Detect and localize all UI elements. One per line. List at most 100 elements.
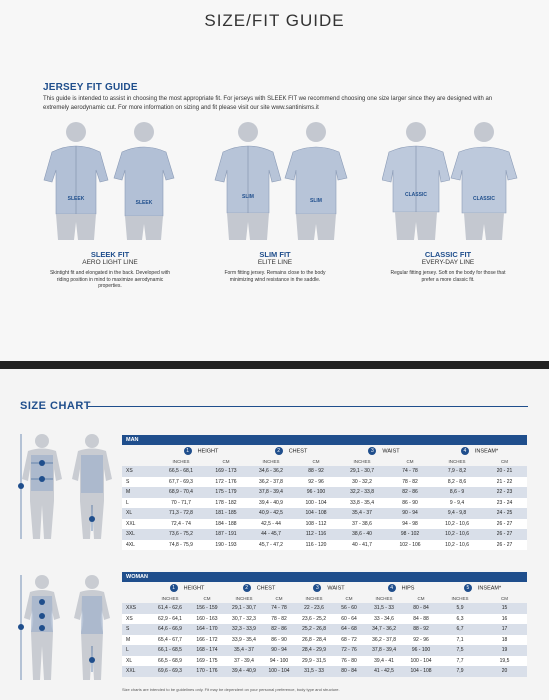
size-value-cell: 172 - 176	[206, 476, 246, 487]
size-value-cell: 37 - 38,6	[336, 518, 389, 529]
classic-fit-desc: Regular fitting jersey. Soft on the body…	[390, 270, 506, 283]
size-label-cell: M	[122, 487, 156, 498]
size-value-cell: 116 - 120	[296, 539, 337, 550]
size-value-cell: 92 - 96	[404, 634, 439, 645]
size-value-cell: 100 - 104	[404, 655, 439, 666]
sleek-label-back: SLEEK	[136, 200, 153, 206]
size-value-cell: 16	[482, 613, 528, 624]
size-value-cell: 71,3 - 72,8	[156, 508, 206, 519]
size-value-cell: 166 - 172	[190, 634, 224, 645]
size-value-cell: 184 - 188	[206, 518, 246, 529]
size-value-cell: 7,7	[438, 655, 483, 666]
size-value-cell: 178 - 182	[206, 497, 246, 508]
size-value-cell: 160 - 163	[190, 613, 224, 624]
size-value-cell: 62,9 - 64,1	[150, 613, 190, 624]
size-label-cell: XXL	[122, 518, 156, 529]
sleek-front-figure: SLEEK	[42, 118, 110, 243]
woman-table-row: XL 66,5 - 68,9 169 - 175 37 - 39,4 94 - 100 2…	[122, 655, 528, 666]
slim-back-figure: SLIM	[282, 118, 350, 243]
size-value-cell: 64,6 - 66,9	[150, 624, 190, 635]
classic-fit-line: EVERY-DAY LINE	[421, 259, 475, 266]
size-value-cell: 32,3 - 33,9	[224, 624, 264, 635]
woman-table-row: M 65,4 - 67,7 166 - 172 33,9 - 35,4 86 - 90 2…	[122, 634, 528, 645]
man-table-row: XS 66,5 - 68,1 169 - 173 34,6 - 36,2 88 - 92…	[122, 466, 528, 477]
size-value-cell: 74 - 78	[264, 603, 295, 614]
size-value-cell: 72,4 - 74	[156, 518, 206, 529]
size-value-cell: 28,4 - 29,9	[294, 645, 335, 656]
size-value-cell: 21 - 22	[482, 476, 528, 487]
classic-fit-info: CLASSIC FIT EVERY-DAY LINE Regular fitti…	[378, 251, 518, 283]
size-value-cell: 156 - 159	[190, 603, 224, 614]
size-value-cell: 26,8 - 28,4	[294, 634, 335, 645]
man-table: 1 HEIGHT 2 CHEST 3 WAIST 4 INSEAM* INCHES CM …	[122, 445, 528, 550]
size-chart-section: SIZE CHART	[0, 369, 549, 700]
slim-label-front: SLIM	[242, 194, 254, 200]
size-value-cell: 78 - 82	[264, 613, 295, 624]
size-value-cell: 66,5 - 68,9	[150, 655, 190, 666]
man-table-row: XL 71,3 - 72,8 181 - 185 40,9 - 42,5 104 - 1…	[122, 508, 528, 519]
size-value-cell: 24 - 25	[482, 508, 528, 519]
classic-label-back: CLASSIC	[473, 196, 495, 202]
slim-fit-figures: SLIM SLIM	[212, 118, 352, 243]
size-value-cell: 41 - 42,5	[364, 666, 405, 677]
man-size-table: MAN 1 HEIGHT 2 CHEST 3 WAIST 4 INSEAM* INCHE…	[122, 435, 528, 550]
size-value-cell: 73,6 - 75,2	[156, 529, 206, 540]
size-value-cell: 88 - 92	[404, 624, 439, 635]
size-value-cell: 76 - 80	[334, 655, 365, 666]
size-value-cell: 6,7	[438, 624, 483, 635]
size-value-cell: 112 - 116	[296, 529, 337, 540]
classic-label-front: CLASSIC	[405, 192, 427, 198]
size-value-cell: 8,2 - 8,6	[432, 476, 483, 487]
size-value-cell: 6,3	[438, 613, 483, 624]
man-table-row: 3XL 73,6 - 75,2 187 - 191 44 - 45,7 112 - 11…	[122, 529, 528, 540]
jersey-fit-text: This guide is intended to assist in choo…	[43, 96, 493, 111]
woman-table-row: XXS 61,4 - 62,6 156 - 159 29,1 - 30,7 74 - 7…	[122, 603, 528, 614]
size-value-cell: 72 - 76	[334, 645, 365, 656]
woman-group-height: 1 HEIGHT	[150, 582, 224, 594]
size-label-cell: L	[122, 645, 150, 656]
size-value-cell: 90 - 94	[388, 508, 433, 519]
size-value-cell: 86 - 90	[388, 497, 433, 508]
size-chart-title: SIZE CHART	[20, 400, 91, 412]
size-value-cell: 44 - 45,7	[246, 529, 296, 540]
size-value-cell: 80 - 84	[404, 603, 439, 614]
size-value-cell: 96 - 100	[404, 645, 439, 656]
man-body-diagram	[18, 431, 118, 546]
size-value-cell: 175 - 179	[206, 487, 246, 498]
size-value-cell: 84 - 88	[404, 613, 439, 624]
woman-group-row: 1 HEIGHT 2 CHEST 3 WAIST 4 HIPS 5 INSEAM*	[122, 582, 527, 594]
man-table-row: XXL 72,4 - 74 184 - 188 42,5 - 44 108 - 112 3…	[122, 518, 528, 529]
slim-fit-line: ELITE LINE	[257, 259, 293, 266]
size-value-cell: 65,4 - 67,7	[150, 634, 190, 645]
size-value-cell: 190 - 193	[206, 539, 246, 550]
size-value-cell: 169 - 175	[190, 655, 224, 666]
size-label-cell: XS	[122, 466, 156, 477]
jersey-fit-title: JERSEY FIT GUIDE	[43, 82, 138, 93]
size-value-cell: 169 - 173	[206, 466, 246, 477]
size-value-cell: 10,2 - 10,6	[432, 539, 483, 550]
size-value-cell: 80 - 84	[334, 666, 365, 677]
size-value-cell: 9,4 - 9,8	[432, 508, 483, 519]
size-label-cell: 4XL	[122, 539, 156, 550]
size-value-cell: 32,2 - 33,8	[336, 487, 389, 498]
man-group-row: 1 HEIGHT 2 CHEST 3 WAIST 4 INSEAM*	[122, 445, 527, 457]
woman-body-diagram	[18, 572, 118, 687]
size-value-cell: 10,2 - 10,6	[432, 529, 483, 540]
slim-fit-desc: Form fitting jersey. Remains close to th…	[224, 270, 326, 283]
woman-group-waist: 3 WAIST	[294, 582, 364, 594]
woman-table-row: L 66,1 - 68,5 168 - 174 35,4 - 37 90 - 94 28,…	[122, 645, 528, 656]
classic-front-figure: CLASSIC	[382, 118, 450, 243]
size-value-cell: 31,5 - 33	[364, 603, 405, 614]
size-value-cell: 64 - 68	[334, 624, 365, 635]
size-value-cell: 10,2 - 10,6	[432, 518, 483, 529]
slim-front-figure: SLIM	[214, 118, 282, 243]
size-value-cell: 38,6 - 40	[336, 529, 389, 540]
size-value-cell: 29,1 - 30,7	[336, 466, 389, 477]
size-value-cell: 29,1 - 30,7	[224, 603, 264, 614]
size-value-cell: 22 - 23	[482, 487, 528, 498]
size-label-cell: XXL	[122, 666, 150, 677]
size-label-cell: XS	[122, 613, 150, 624]
size-value-cell: 86 - 90	[264, 634, 295, 645]
size-label-cell: S	[122, 624, 150, 635]
size-value-cell: 67,7 - 69,3	[156, 476, 206, 487]
